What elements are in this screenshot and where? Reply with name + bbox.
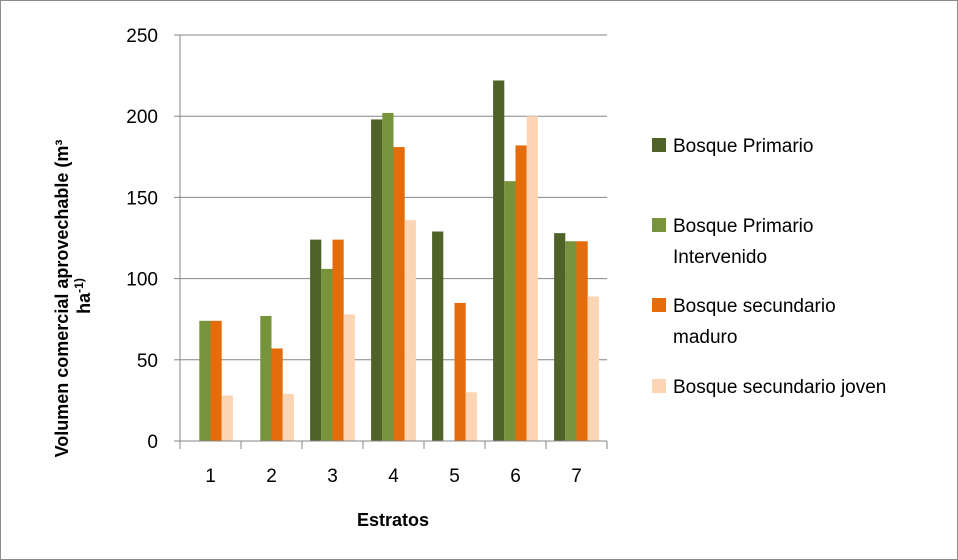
bar: [210, 320, 222, 441]
legend: Bosque Primario Bosque Primario Intervenid…: [652, 136, 886, 398]
y-tick-label: 0: [147, 432, 158, 453]
bar: [432, 231, 444, 441]
legend-swatch: [652, 138, 666, 152]
y-tick-label: 100: [126, 270, 158, 291]
legend-label: Bosque Primario: [673, 216, 813, 237]
x-axis-title: Estratos: [357, 510, 429, 530]
bar: [260, 315, 272, 441]
bar: [310, 239, 322, 441]
y-axis-title-line2: ha-1): [72, 278, 94, 314]
y-axis-title-unit-base: ha: [74, 292, 94, 314]
y-tick-labels: 0 50 100 150 200 250: [126, 26, 158, 453]
bar: [321, 268, 333, 441]
x-tick-label: 2: [266, 466, 277, 487]
y-tick-label: 50: [137, 351, 158, 372]
bar: [404, 220, 416, 441]
bar: [554, 233, 566, 441]
bar: [393, 147, 405, 441]
legend-label: Intervenido: [673, 247, 767, 268]
bar: [465, 392, 477, 441]
bar: [587, 296, 599, 441]
axes: [179, 35, 607, 442]
bar: [382, 112, 394, 442]
legend-label: Bosque secundario joven: [673, 377, 886, 398]
bars: [199, 80, 599, 442]
y-tick-label: 150: [126, 188, 158, 209]
y-axis-title-unit-sup: -1): [72, 278, 86, 293]
bar: [271, 348, 283, 441]
bar: [504, 181, 516, 441]
bar: [371, 119, 383, 441]
bar: [343, 314, 355, 441]
legend-label: Bosque secundario: [673, 296, 836, 317]
x-tick-label: 6: [510, 466, 521, 487]
x-tick-label: 4: [388, 466, 399, 487]
legend-label: Bosque Primario: [673, 136, 813, 157]
bar: [526, 116, 538, 441]
x-tick-label: 1: [205, 466, 216, 487]
y-axis-title-line1: Volumen comercial aprovechable (m³: [52, 140, 72, 458]
bar: [454, 302, 466, 441]
x-tick-label: 7: [571, 466, 582, 487]
x-tick-labels: 1 2 3 4 5 6 7: [205, 466, 582, 487]
legend-swatch: [652, 218, 666, 232]
x-tick-label: 3: [327, 466, 338, 487]
bar: [282, 393, 294, 441]
legend-swatch: [652, 298, 666, 312]
y-tick-label: 250: [126, 26, 158, 47]
bar: [493, 80, 505, 442]
y-axis-title: Volumen comercial aprovechable (m³ ha-1): [52, 135, 94, 458]
x-tick-label: 5: [449, 466, 460, 487]
bar: [221, 395, 233, 441]
y-tick-label: 200: [126, 107, 158, 128]
bar: [576, 241, 588, 441]
legend-label: maduro: [673, 327, 737, 348]
bar: [332, 239, 344, 441]
bar: [199, 320, 211, 441]
bar: [565, 241, 577, 441]
legend-swatch: [652, 379, 666, 393]
bar: [515, 145, 527, 441]
